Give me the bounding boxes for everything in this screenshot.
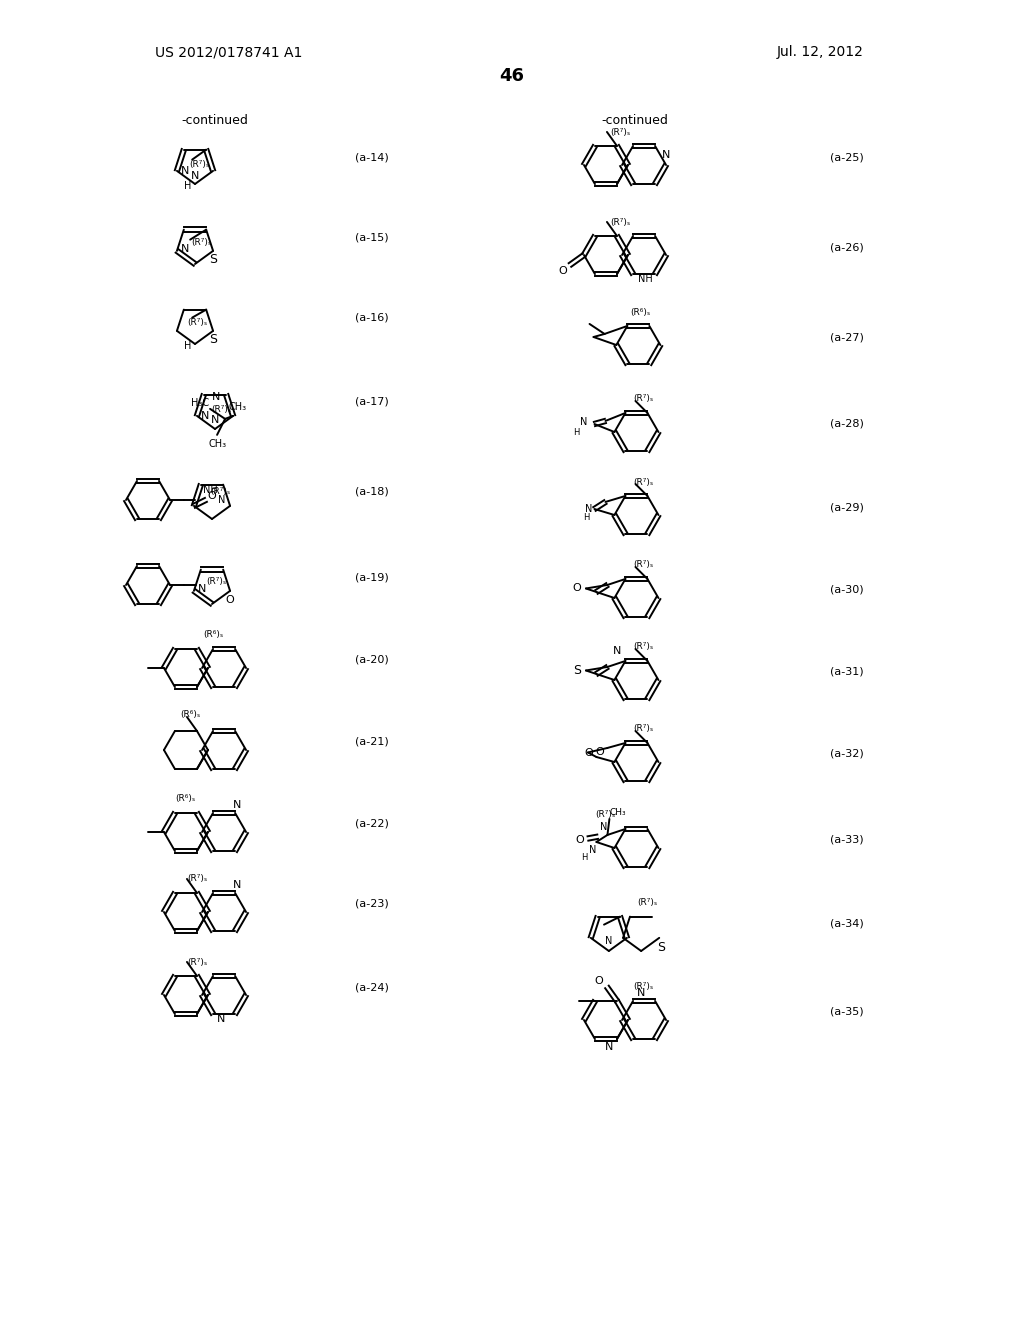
Text: N: N	[605, 1041, 613, 1052]
Text: O: O	[595, 975, 603, 986]
Text: (R⁷)ₛ: (R⁷)ₛ	[633, 395, 653, 404]
Text: 46: 46	[500, 67, 524, 84]
Text: (R⁶)ₛ: (R⁶)ₛ	[180, 710, 200, 719]
Text: H: H	[572, 428, 580, 437]
Text: N: N	[201, 411, 209, 421]
Text: (a-35): (a-35)	[830, 1007, 863, 1016]
Text: N: N	[190, 172, 200, 181]
Text: (R⁷)ₛ: (R⁷)ₛ	[186, 874, 207, 883]
Text: (a-26): (a-26)	[830, 242, 864, 252]
Text: N: N	[232, 800, 242, 810]
Text: (a-28): (a-28)	[830, 418, 864, 429]
Text: US 2012/0178741 A1: US 2012/0178741 A1	[155, 45, 302, 59]
Text: (R⁷)ₛ: (R⁷)ₛ	[210, 487, 230, 496]
Text: S: S	[573, 664, 581, 677]
Text: N: N	[198, 583, 206, 594]
Text: NH: NH	[204, 484, 218, 495]
Text: N: N	[600, 822, 607, 832]
Text: (R⁷)ₛ: (R⁷)ₛ	[610, 128, 630, 136]
Text: (R⁷)ₛ: (R⁷)ₛ	[186, 318, 207, 327]
Text: (R⁶)ₛ: (R⁶)ₛ	[203, 631, 223, 639]
Text: (a-27): (a-27)	[830, 333, 864, 342]
Text: (R⁷)ₛ: (R⁷)ₛ	[186, 957, 207, 966]
Text: (R⁷)ₛ: (R⁷)ₛ	[633, 982, 653, 991]
Text: H: H	[184, 341, 191, 351]
Text: (a-16): (a-16)	[355, 312, 389, 322]
Text: N: N	[605, 936, 612, 946]
Text: N: N	[181, 166, 189, 176]
Text: H: H	[582, 854, 588, 862]
Text: O: O	[208, 491, 216, 500]
Text: (a-34): (a-34)	[830, 919, 864, 929]
Text: N: N	[589, 845, 596, 855]
Text: O: O	[572, 583, 582, 594]
Text: H: H	[583, 513, 589, 521]
Text: CH₃: CH₃	[228, 401, 246, 412]
Text: -continued: -continued	[601, 114, 669, 127]
Text: (a-20): (a-20)	[355, 655, 389, 665]
Text: N: N	[586, 504, 593, 515]
Text: Jul. 12, 2012: Jul. 12, 2012	[776, 45, 863, 59]
Text: (a-14): (a-14)	[355, 152, 389, 162]
Text: (a-24): (a-24)	[355, 982, 389, 993]
Text: O: O	[225, 595, 234, 605]
Text: S: S	[209, 334, 217, 346]
Text: (R⁷)ₛ: (R⁷)ₛ	[633, 561, 653, 569]
Text: (a-22): (a-22)	[355, 818, 389, 829]
Text: (a-31): (a-31)	[830, 667, 863, 677]
Text: (R⁷)ₛ: (R⁷)ₛ	[206, 577, 226, 586]
Text: N: N	[637, 987, 645, 998]
Text: N: N	[581, 417, 588, 428]
Text: H: H	[184, 181, 191, 191]
Text: N: N	[662, 150, 671, 160]
Text: S: S	[657, 941, 666, 954]
Text: (a-32): (a-32)	[830, 748, 864, 759]
Text: (R⁶)ₛ: (R⁶)ₛ	[630, 309, 650, 318]
Text: CH₃: CH₃	[609, 808, 626, 817]
Text: (a-29): (a-29)	[830, 502, 864, 512]
Text: (R⁶)ₛ: (R⁶)ₛ	[175, 795, 196, 804]
Text: (a-18): (a-18)	[355, 487, 389, 498]
Text: O: O	[595, 747, 604, 756]
Text: O: O	[584, 748, 593, 758]
Text: (a-21): (a-21)	[355, 737, 389, 747]
Text: O: O	[558, 267, 567, 276]
Text: N: N	[212, 392, 220, 401]
Text: (R⁷)ₛ: (R⁷)ₛ	[190, 239, 211, 247]
Text: (a-19): (a-19)	[355, 572, 389, 582]
Text: (R⁷)ₛ: (R⁷)ₛ	[188, 160, 209, 169]
Text: (R⁷)ₛ: (R⁷)ₛ	[633, 478, 653, 487]
Text: CH₃: CH₃	[208, 438, 226, 449]
Text: (a-15): (a-15)	[355, 232, 389, 242]
Text: N: N	[181, 244, 189, 253]
Text: (R⁷)ₛ: (R⁷)ₛ	[637, 898, 657, 907]
Text: (R⁷)ₛ: (R⁷)ₛ	[595, 810, 615, 820]
Text: N: N	[211, 414, 219, 425]
Text: O: O	[575, 836, 585, 846]
Text: NH: NH	[638, 275, 652, 284]
Text: (R⁷)ₛ: (R⁷)ₛ	[211, 405, 231, 414]
Text: N: N	[218, 495, 225, 504]
Text: N: N	[613, 645, 622, 656]
Text: (a-33): (a-33)	[830, 836, 863, 845]
Text: H₃C: H₃C	[191, 397, 209, 408]
Text: N: N	[232, 880, 242, 890]
Text: (a-25): (a-25)	[830, 152, 864, 162]
Text: S: S	[209, 253, 217, 267]
Text: -continued: -continued	[181, 114, 249, 127]
Text: (R⁷)ₛ: (R⁷)ₛ	[610, 218, 630, 227]
Text: N: N	[217, 1014, 225, 1024]
Text: (R⁷)ₛ: (R⁷)ₛ	[633, 643, 653, 652]
Text: (a-17): (a-17)	[355, 397, 389, 407]
Text: (R⁷)ₛ: (R⁷)ₛ	[633, 725, 653, 734]
Text: (a-23): (a-23)	[355, 899, 389, 909]
Text: (a-30): (a-30)	[830, 585, 863, 595]
